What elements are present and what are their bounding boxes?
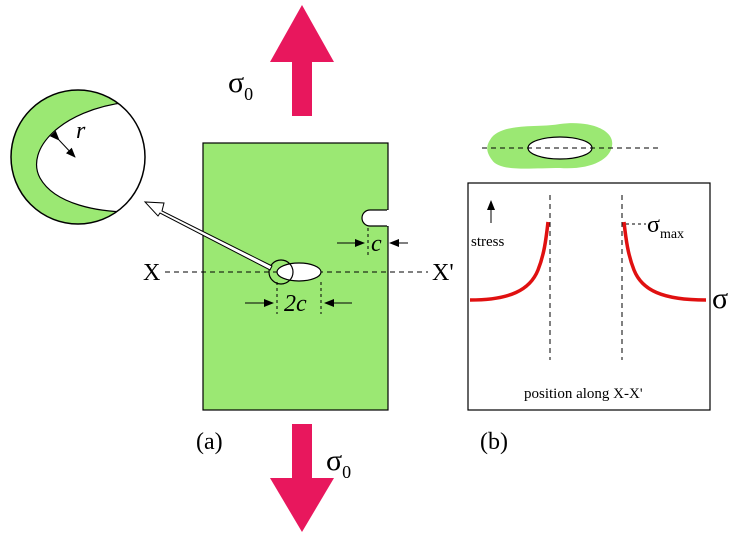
edge-notch-outline	[362, 210, 388, 226]
load-arrow-top	[270, 5, 334, 116]
page: { "panel_a": { "label": "(a)", "top_stre…	[0, 0, 730, 536]
axis-start-label: X	[143, 260, 160, 286]
load-arrow-bottom	[270, 424, 334, 532]
axis-end-label: X'	[432, 260, 454, 286]
edge-crack-label: c	[371, 231, 382, 257]
x-label: position along X-X'	[524, 386, 643, 402]
stress-label-bottom: σ0	[326, 444, 351, 482]
far-stress-label: σ	[712, 282, 728, 315]
stress-label-top: σ0	[228, 66, 253, 104]
internal-crack	[277, 263, 321, 281]
diagram: σ0 σ0 c X X' 2c r (a) stress σma	[0, 0, 730, 536]
internal-crack-label: 2c	[284, 291, 307, 317]
panel-b-label: (b)	[480, 429, 508, 455]
radius-label: r	[76, 118, 86, 144]
notch-gap	[387, 210, 390, 226]
panel-a-label: (a)	[196, 429, 223, 455]
y-label: stress	[471, 234, 504, 250]
